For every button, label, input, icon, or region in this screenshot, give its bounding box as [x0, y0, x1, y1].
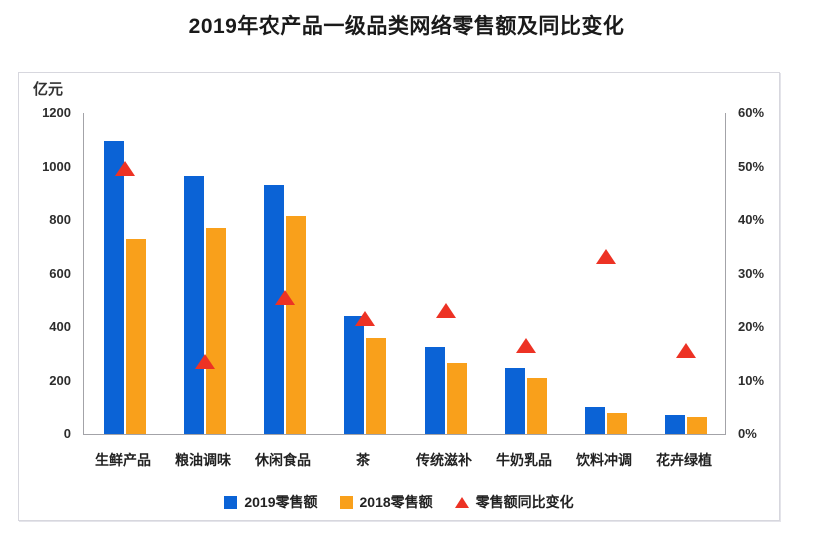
bar-2018-饮料冲调	[607, 413, 627, 434]
category-label-茶: 茶	[356, 452, 370, 468]
category-label-休闲食品: 休闲食品	[255, 452, 311, 468]
chart-title: 2019年农产品一级品类网络零售额及同比变化	[188, 15, 625, 38]
bar-2018-生鲜产品	[126, 239, 146, 434]
growth-triangle-花卉绿植	[676, 343, 696, 358]
right-axis-tick-40%: 40%	[738, 212, 765, 227]
right-axis-tick-20%: 20%	[738, 319, 765, 334]
left-axis-tick-400: 400	[49, 319, 71, 334]
right-axis-tick-0%: 0%	[738, 426, 757, 441]
growth-triangle-休闲食品	[275, 290, 295, 305]
left-axis-tick-1000: 1000	[42, 159, 71, 174]
growth-triangle-生鲜产品	[115, 161, 135, 176]
category-label-生鲜产品: 生鲜产品	[95, 452, 151, 468]
legend-label-2019: 2019零售额	[244, 494, 318, 510]
left-axis-tick-600: 600	[49, 266, 71, 281]
bar-2019-粮油调味	[184, 176, 204, 434]
bar-2019-休闲食品	[264, 185, 284, 434]
right-axis-tick-30%: 30%	[738, 266, 765, 281]
legend-triangle-icon	[454, 496, 469, 508]
growth-triangle-粮油调味	[195, 354, 215, 369]
legend-item-2018: 2018零售额	[339, 492, 433, 512]
left-axis-unit-label: 亿元	[33, 81, 64, 98]
growth-triangle-茶	[355, 311, 375, 326]
right-axis-tick-10%: 10%	[738, 373, 765, 388]
bar-2018-传统滋补	[447, 363, 467, 434]
left-axis-tick-0: 0	[63, 426, 71, 441]
category-label-花卉绿植: 花卉绿植	[656, 452, 712, 468]
bar-2018-牛奶乳品	[527, 378, 547, 434]
growth-triangle-饮料冲调	[596, 249, 616, 264]
bar-2019-生鲜产品	[104, 141, 124, 434]
bar-2019-茶	[344, 316, 364, 434]
bar-2018-休闲食品	[286, 216, 306, 434]
left-axis-tick-200: 200	[49, 373, 71, 388]
bar-2019-饮料冲调	[585, 407, 605, 434]
growth-triangle-牛奶乳品	[516, 338, 536, 353]
category-label-牛奶乳品: 牛奶乳品	[496, 452, 552, 468]
right-axis-tick-50%: 50%	[738, 159, 765, 174]
legend-swatch-2019-icon	[224, 495, 238, 509]
bar-2019-花卉绿植	[665, 415, 685, 434]
plot-area	[83, 113, 726, 435]
legend-swatch-2018-icon	[339, 495, 353, 509]
growth-triangle-传统滋补	[436, 303, 456, 318]
legend-label-growth: 零售额同比变化	[475, 494, 574, 510]
legend-item-2019: 2019零售额	[224, 492, 318, 512]
category-label-粮油调味: 粮油调味	[175, 452, 231, 468]
chart-card: 亿元 2019零售额 2018零售额 零售额同比变化 生鲜产品 粮油调味 休闲食品 茶…	[18, 72, 780, 521]
left-axis-tick-1200: 1200	[42, 105, 71, 120]
legend-item-growth: 零售额同比变化	[454, 492, 574, 512]
category-label-传统滋补: 传统滋补	[416, 452, 472, 468]
bar-2019-传统滋补	[425, 347, 445, 434]
category-label-饮料冲调: 饮料冲调	[576, 452, 632, 468]
bar-2018-粮油调味	[206, 228, 226, 434]
bar-2018-花卉绿植	[687, 417, 707, 434]
legend: 2019零售额 2018零售额 零售额同比变化	[19, 492, 779, 512]
legend-label-2018: 2018零售额	[359, 494, 433, 510]
left-axis-tick-800: 800	[49, 212, 71, 227]
right-axis-tick-60%: 60%	[738, 105, 765, 120]
bar-2019-牛奶乳品	[505, 368, 525, 434]
bar-2018-茶	[366, 338, 386, 434]
